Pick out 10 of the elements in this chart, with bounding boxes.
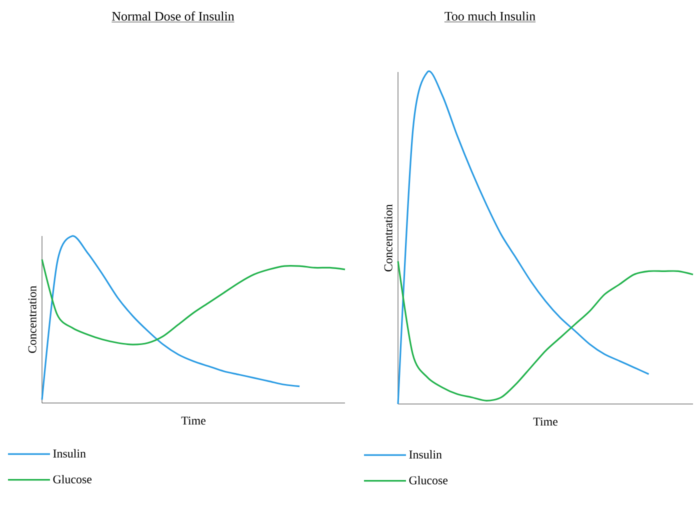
legend-label: Glucose	[409, 476, 448, 484]
y-axis-title: Concentration	[384, 204, 392, 272]
legend-label: Insulin	[53, 449, 86, 458]
y-axis-title: Concentration	[28, 286, 36, 353]
legend-label: Insulin	[409, 450, 442, 459]
chart-title: Normal Dose of Insulin	[112, 11, 234, 21]
x-axis-title: Time	[181, 416, 206, 425]
legend-label: Glucose	[53, 474, 92, 484]
x-axis-title: Time	[533, 418, 558, 426]
chart-title: Too much Insulin	[444, 11, 536, 21]
